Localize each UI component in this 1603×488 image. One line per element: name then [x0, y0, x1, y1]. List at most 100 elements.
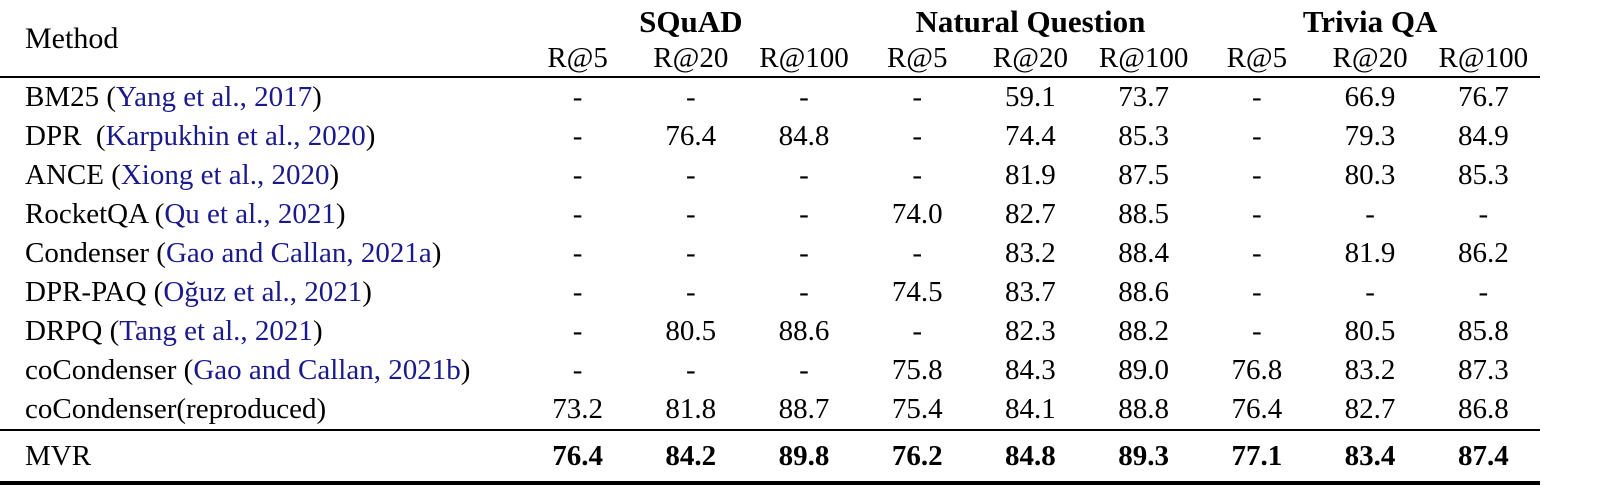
value-cell: - — [1478, 198, 1489, 230]
table-row: coCondenser(reproduced) 73.2 81.8 88.7 75.4 8… — [0, 390, 1540, 430]
citation-link[interactable]: Tang et al., 2021 — [119, 315, 313, 347]
method-cell: DPR-PAQ (Oğuz et al., 2021) — [0, 273, 521, 312]
value-cell: 84.1 — [1005, 393, 1056, 425]
value-cell: - — [685, 237, 696, 269]
table-row: DRPQ (Tang et al., 2021) - 80.5 88.6 - 82.3 88… — [0, 312, 1540, 351]
value-cell: 84.2 — [634, 429, 748, 485]
method-suffix: ) — [335, 198, 346, 230]
value-cell: - — [1478, 276, 1489, 308]
value-cell: 80.3 — [1344, 159, 1396, 191]
method-name: RocketQA ( — [25, 198, 165, 230]
method-name: MVR — [25, 439, 92, 472]
value-cell: 79.3 — [1344, 120, 1396, 152]
value-cell: 74.4 — [1005, 120, 1056, 152]
value-cell: - — [1252, 120, 1262, 152]
method-name: ANCE ( — [25, 159, 121, 191]
metric-header: R@5 — [521, 40, 635, 78]
method-suffix: ) — [312, 81, 322, 113]
group-header-natural-question: Natural Question — [915, 4, 1146, 39]
method-cell: DPR (Karpukhin et al., 2020) — [0, 117, 521, 156]
value-cell: - — [685, 159, 696, 191]
value-cell: 84.3 — [1005, 354, 1056, 386]
value-cell: - — [572, 159, 583, 191]
value-cell: 86.2 — [1457, 237, 1509, 269]
value-cell: 82.3 — [1005, 315, 1056, 347]
citation-link[interactable]: Karpukhin et al., 2020 — [105, 120, 366, 152]
value-cell: - — [799, 159, 809, 191]
value-cell: 74.0 — [891, 198, 943, 230]
group-header-trivia-qa: Trivia QA — [1302, 4, 1438, 39]
value-cell: 89.3 — [1087, 429, 1201, 485]
value-cell: - — [912, 120, 923, 152]
method-suffix: ) — [312, 315, 323, 347]
method-column-header: Method — [0, 2, 521, 78]
value-cell: - — [912, 237, 923, 269]
value-cell: 82.7 — [1344, 393, 1396, 425]
value-cell: - — [1252, 81, 1262, 113]
value-cell: - — [1365, 276, 1375, 308]
method-suffix: ) — [460, 354, 471, 386]
value-cell: - — [572, 81, 583, 113]
method-cell: RocketQA (Qu et al., 2021) — [0, 195, 521, 234]
value-cell: - — [799, 276, 809, 308]
table-header: Method SQuAD Natural Question Trivia QA … — [0, 2, 1540, 78]
value-cell: - — [572, 276, 583, 308]
value-cell: - — [685, 354, 696, 386]
method-cell: Condenser (Gao and Callan, 2021a) — [0, 234, 521, 273]
value-cell: - — [912, 81, 923, 113]
value-cell: 87.4 — [1426, 429, 1540, 485]
table-row: DPR-PAQ (Oğuz et al., 2021) - - - 74.5 83.7 88… — [0, 273, 1540, 312]
citation-link[interactable]: Yang et al., 2017 — [116, 81, 313, 113]
citation-link[interactable]: Gao and Callan, 2021a — [165, 237, 432, 269]
method-cell: coCondenser(reproduced) — [0, 390, 521, 430]
value-cell: 83.4 — [1313, 429, 1427, 485]
value-cell: 74.5 — [891, 276, 943, 308]
metric-header: R@20 — [634, 40, 748, 78]
value-cell: 85.8 — [1457, 315, 1509, 347]
method-suffix: ) — [431, 237, 442, 269]
value-cell: 86.8 — [1457, 393, 1509, 425]
value-cell: 81.9 — [1344, 237, 1396, 269]
value-cell: 75.4 — [891, 393, 943, 425]
value-cell: 87.3 — [1457, 354, 1509, 386]
value-cell: - — [572, 315, 583, 347]
value-cell: - — [1252, 276, 1262, 308]
value-cell: 76.8 — [1231, 354, 1283, 386]
metric-header-row: R@5 R@20 R@100 R@5 R@20 R@100 R@5 R@20 R… — [0, 40, 1540, 78]
method-name: BM25 ( — [25, 81, 117, 113]
method-name: coCondenser(reproduced) — [25, 393, 327, 425]
value-cell: - — [799, 354, 809, 386]
citation-link[interactable]: Gao and Callan, 2021b — [193, 354, 461, 386]
value-cell: - — [799, 198, 809, 230]
value-cell: 73.2 — [552, 393, 603, 425]
value-cell: - — [685, 198, 696, 230]
table-body: BM25 (Yang et al., 2017) - - - - 59.1 73.7 - 66.… — [0, 77, 1540, 485]
value-cell: 80.5 — [665, 315, 717, 347]
citation-link[interactable]: Oğuz et al., 2021 — [163, 276, 363, 308]
method-suffix: ) — [365, 120, 376, 152]
value-cell: - — [1252, 237, 1262, 269]
citation-link[interactable]: Qu et al., 2021 — [164, 198, 336, 230]
value-cell: 76.4 — [1231, 393, 1283, 425]
value-cell: 83.2 — [1344, 354, 1396, 386]
value-cell: - — [572, 237, 583, 269]
value-cell: 88.4 — [1118, 237, 1170, 269]
citation-link[interactable]: Xiong et al., 2020 — [120, 159, 330, 191]
metric-header: R@5 — [1200, 40, 1314, 78]
value-cell: 88.6 — [1118, 276, 1170, 308]
value-cell: - — [912, 159, 923, 191]
method-suffix: ) — [362, 276, 372, 308]
method-suffix: ) — [329, 159, 340, 191]
method-name: DPR ( — [25, 120, 106, 152]
table-row: coCondenser (Gao and Callan, 2021b) - - - 75… — [0, 351, 1540, 390]
value-cell: 81.8 — [665, 393, 717, 425]
value-cell: 88.2 — [1118, 315, 1170, 347]
value-cell: 85.3 — [1118, 120, 1170, 152]
value-cell: 76.4 — [521, 429, 635, 485]
value-cell: 89.8 — [747, 429, 861, 485]
value-cell: 84.8 — [973, 429, 1088, 485]
value-cell: - — [1252, 315, 1262, 347]
group-header-row: Method SQuAD Natural Question Trivia QA — [0, 2, 1540, 78]
value-cell: - — [685, 276, 696, 308]
value-cell: 85.3 — [1457, 159, 1509, 191]
